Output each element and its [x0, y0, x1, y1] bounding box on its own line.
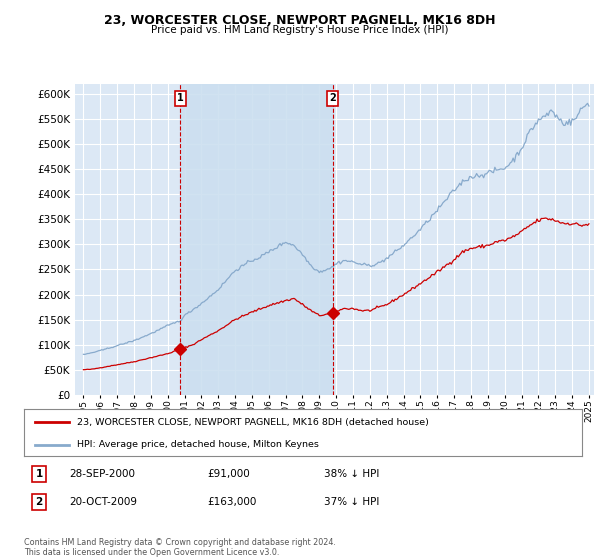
Text: 2: 2: [329, 94, 336, 104]
Text: 37% ↓ HPI: 37% ↓ HPI: [324, 497, 379, 507]
Text: 1: 1: [177, 94, 184, 104]
Text: 28-SEP-2000: 28-SEP-2000: [69, 469, 135, 479]
Text: 23, WORCESTER CLOSE, NEWPORT PAGNELL, MK16 8DH (detached house): 23, WORCESTER CLOSE, NEWPORT PAGNELL, MK…: [77, 418, 429, 427]
Bar: [181, 84, 332, 395]
Text: £91,000: £91,000: [207, 469, 250, 479]
Text: 38% ↓ HPI: 38% ↓ HPI: [324, 469, 379, 479]
Text: 23, WORCESTER CLOSE, NEWPORT PAGNELL, MK16 8DH: 23, WORCESTER CLOSE, NEWPORT PAGNELL, MK…: [104, 14, 496, 27]
Text: HPI: Average price, detached house, Milton Keynes: HPI: Average price, detached house, Milt…: [77, 440, 319, 449]
Text: 2: 2: [35, 497, 43, 507]
Text: 1: 1: [35, 469, 43, 479]
Text: £163,000: £163,000: [207, 497, 256, 507]
Text: Price paid vs. HM Land Registry's House Price Index (HPI): Price paid vs. HM Land Registry's House …: [151, 25, 449, 35]
Text: Contains HM Land Registry data © Crown copyright and database right 2024.
This d: Contains HM Land Registry data © Crown c…: [24, 538, 336, 557]
Text: 20-OCT-2009: 20-OCT-2009: [69, 497, 137, 507]
